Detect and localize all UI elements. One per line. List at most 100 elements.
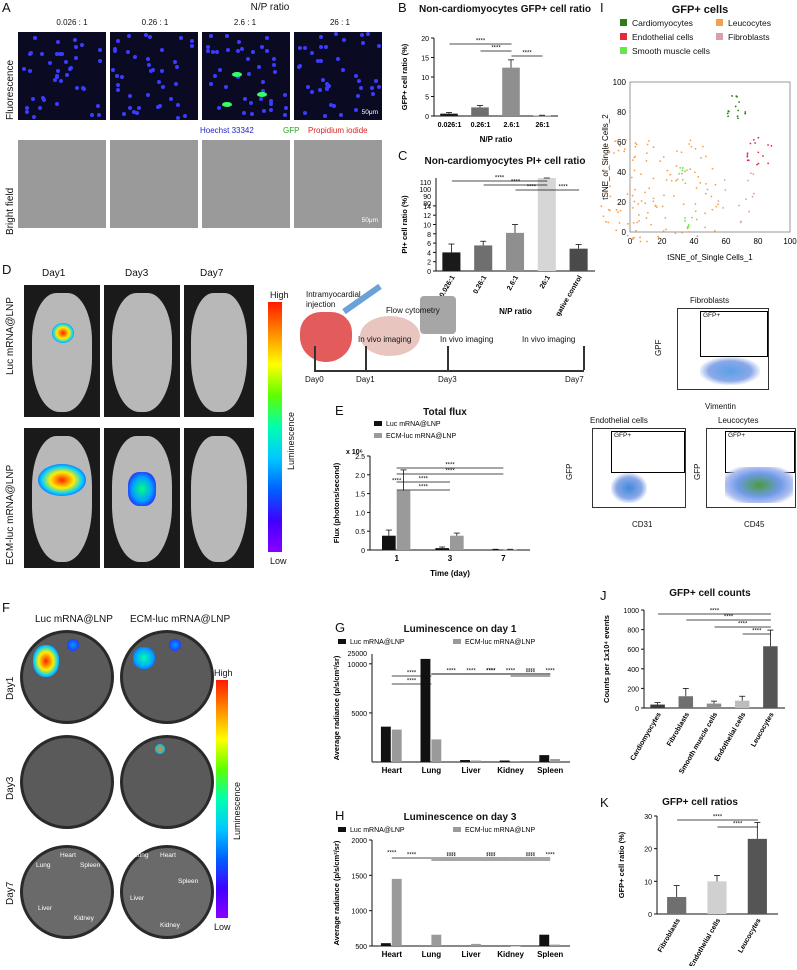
tsne-point [644, 191, 647, 194]
tsne-point [681, 169, 684, 172]
bar [510, 761, 521, 762]
gate-label-leuco: GFP+ [728, 432, 746, 439]
cell-nucleus [259, 96, 264, 101]
bar [435, 548, 449, 550]
bar [707, 881, 727, 914]
row-label-f-day3: Day3 [5, 776, 16, 800]
tsne-point [618, 202, 621, 205]
row-label-brightfield: Bright field [5, 187, 16, 235]
cell-nucleus [272, 63, 277, 68]
tsne-point [602, 160, 605, 162]
legend-label: ECM-luc mRNA@LNP [465, 639, 535, 646]
tsne-point [694, 147, 697, 150]
cell-nucleus [119, 75, 124, 80]
day-label-3: Day3 [125, 268, 149, 279]
significance-label: **** [407, 679, 417, 685]
legend-swatch [374, 433, 382, 438]
significance-label: **** [447, 669, 457, 675]
row-label-luc: Luc mRNA@LNP [5, 297, 16, 375]
tsne-point [666, 169, 669, 172]
y-tick-label: 0 [648, 912, 652, 919]
tsne-point [659, 160, 662, 162]
category-label: Lung [422, 950, 442, 959]
timeline-day7: Day7 [565, 375, 584, 384]
tsne-point [694, 210, 697, 213]
cell-nucleus [146, 56, 151, 61]
tsne-point [646, 211, 649, 214]
facs-plot-fibroblasts: GFP+ [677, 308, 769, 390]
cell-nucleus [264, 49, 269, 54]
chart-e: 0 0.5 1.0 1.5 2.0 2.5 1 3 7 Time (day) Flux (photo… [332, 421, 530, 578]
y-tick-label: 5 [425, 95, 429, 102]
category-label: 7 [501, 554, 506, 563]
organ-spleen-2: Spleen [178, 878, 199, 885]
mouse-image-luc-day7 [184, 285, 254, 417]
legend-label: ECM-luc mRNA@LNP [465, 827, 535, 834]
y-tick-label: 14 [423, 204, 431, 211]
category-label: Fibroblasts [666, 711, 691, 747]
organ-liver-1: Liver [38, 905, 53, 912]
gate-label-fibro: GFP+ [703, 312, 721, 319]
gate-label-endo: GFP+ [614, 432, 632, 439]
cell-nucleus [55, 68, 60, 73]
cell-nucleus [358, 86, 363, 91]
tsne-point [747, 179, 749, 182]
tsne-point [684, 219, 686, 222]
bar [550, 944, 561, 946]
tsne-point [602, 215, 605, 218]
bar [533, 115, 551, 117]
tsne-point [672, 195, 675, 197]
bar [380, 726, 391, 762]
tsne-point [645, 160, 648, 162]
organ-dish-ecm-day3 [120, 735, 214, 829]
organ-liver-2: Liver [130, 895, 145, 902]
legend-swatch [338, 639, 346, 644]
tsne-title: GFP+ cells [671, 4, 729, 16]
cell-nucleus [179, 35, 184, 40]
y-axis-label: GFP+ cell ratio (%) [400, 43, 409, 110]
tsne-point [684, 182, 687, 185]
cell-nucleus [377, 43, 382, 48]
significance-label: **** [506, 669, 516, 675]
legend-swatch [716, 33, 723, 40]
panel-label-e: E [335, 403, 344, 418]
legend-item: Fibroblasts [716, 32, 770, 42]
cell-nucleus [272, 56, 277, 61]
category-label: Heart [382, 950, 403, 959]
timeline-imaging-3: In vivo imaging [440, 335, 494, 344]
cell-nucleus [224, 84, 229, 89]
significance-label: **** [445, 463, 455, 469]
tsne-point [662, 156, 665, 158]
chart-j: 0 200 400 600 800 1000 Cardiomyocytes Fibroblas… [602, 608, 785, 775]
panel-label-f: F [2, 600, 10, 615]
y-tick-label: 1.0 [355, 510, 365, 517]
y-tick-label: 0 [361, 548, 365, 555]
tsne-point [710, 195, 713, 198]
chart-g: 5000 10000 Heart Lung Liver Kidney Spleen Avera… [332, 639, 570, 775]
tsne-point [770, 144, 773, 147]
cell-nucleus [332, 103, 337, 108]
tsne-point [740, 220, 742, 223]
tsne-point [615, 229, 618, 232]
bar [471, 760, 481, 762]
tsne-point [734, 105, 737, 108]
brightfield-image-4: 50μm [294, 140, 382, 228]
tsne-point [751, 195, 754, 198]
timeline-axis [314, 370, 584, 372]
cell-nucleus [262, 108, 267, 113]
significance-label: **** [559, 185, 569, 191]
tsne-point [687, 225, 690, 228]
col-label-luc: Luc mRNA@LNP [35, 614, 113, 625]
colorbar-low-d: Low [270, 556, 287, 566]
tsne-point [767, 144, 769, 146]
cell-nucleus [370, 91, 375, 96]
bar [667, 897, 687, 914]
panel-label-i: I [600, 0, 604, 15]
cell-nucleus [376, 85, 381, 89]
significance-label: **** [713, 815, 723, 821]
category-label: 1 [394, 554, 399, 563]
tsne-point [604, 192, 607, 194]
y-axis-label: Counts per 1x10⁴ events [602, 615, 611, 703]
bar [502, 67, 520, 116]
organ-dish-luc-day7 [20, 845, 114, 939]
